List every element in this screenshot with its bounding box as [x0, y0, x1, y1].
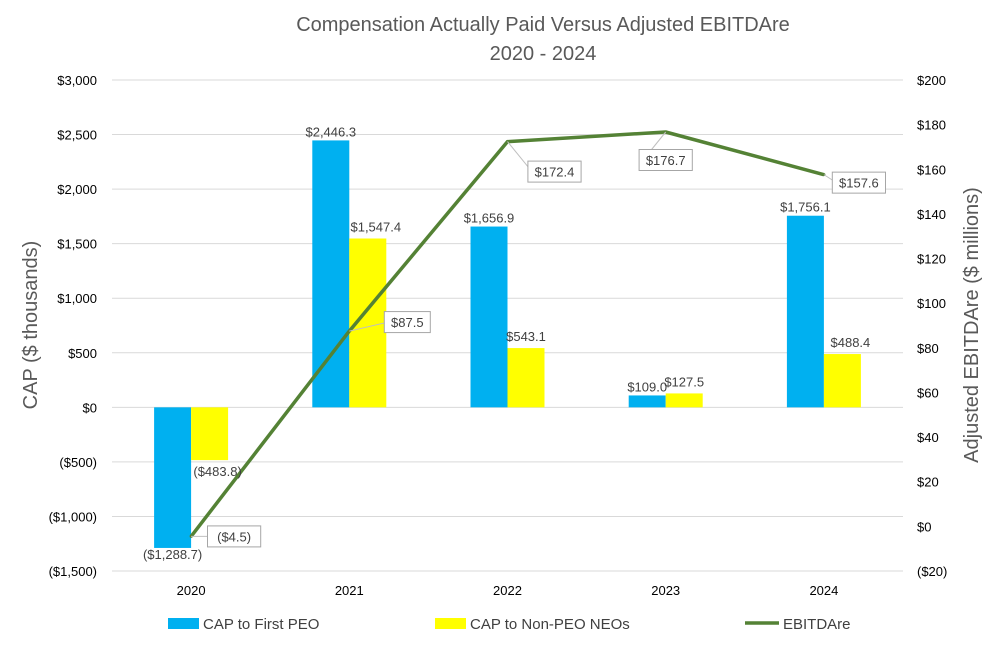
data-label-first-peo: $1,756.1	[780, 200, 831, 215]
chart-title: Compensation Actually Paid Versus Adjust…	[296, 14, 790, 36]
y2-tick-label: $140	[917, 207, 946, 222]
data-label-ebitdare: $176.7	[646, 153, 686, 168]
data-label-non-peo-neos: $1,547.4	[350, 219, 401, 234]
bar-non-peo-neos	[665, 393, 703, 408]
bar-first-peo	[154, 407, 192, 548]
bar-first-peo	[312, 140, 350, 408]
legend-label: CAP to First PEO	[203, 616, 319, 633]
legend: CAP to First PEO CAP to Non-PEO NEOs EBITD…	[168, 616, 851, 633]
y2-tick-label: $160	[917, 162, 946, 177]
x-tick-label: 2021	[335, 583, 364, 598]
data-label-ebitdare: ($4.5)	[217, 529, 251, 544]
callout-ebitdare: $157.6	[823, 171, 886, 194]
data-label-first-peo: $1,656.9	[464, 211, 515, 226]
callout-ebitdare: $176.7	[638, 131, 693, 172]
legend-swatch	[435, 618, 466, 629]
y2-tick-label: $200	[917, 73, 946, 88]
y2-tick-label: $20	[917, 475, 939, 490]
y2-tick-label: $80	[917, 341, 939, 356]
data-label-non-peo-neos: ($483.8)	[193, 464, 241, 479]
callout-ebitdare: ($4.5)	[191, 525, 262, 548]
legend-label: CAP to Non-PEO NEOs	[470, 616, 630, 633]
data-label-first-peo: $109.0	[627, 379, 667, 394]
y-tick-label: ($1,000)	[49, 509, 97, 524]
chart-subtitle: 2020 - 2024	[490, 43, 597, 65]
x-tick-label: 2022	[493, 583, 522, 598]
data-labels-group: ($1,288.7) $2,446.3 $1,656.9 $109.0 $1,756.1…	[143, 124, 886, 562]
x-tick-label: 2020	[177, 583, 206, 598]
y-tick-label: $2,000	[57, 182, 97, 197]
bar-non-peo-neos	[823, 354, 861, 408]
callout-ebitdare: $172.4	[507, 141, 582, 183]
data-label-ebitdare: $157.6	[839, 176, 879, 191]
y2-tick-label: $120	[917, 252, 946, 267]
data-label-non-peo-neos: $488.4	[831, 335, 871, 350]
data-label-non-peo-neos: $543.1	[506, 329, 546, 344]
data-label-ebitdare: $172.4	[535, 165, 575, 180]
y-tick-label: $0	[83, 400, 97, 415]
y2-tick-label: ($20)	[917, 564, 947, 579]
y-tick-label: $3,000	[57, 73, 97, 88]
bar-first-peo	[786, 215, 824, 408]
data-label-first-peo: $2,446.3	[305, 124, 356, 139]
axis-ticks-group: ($1,500) ($1,000) ($500) $0 $500 $1,000 $1,500…	[49, 73, 948, 598]
x-tick-label: 2024	[809, 583, 838, 598]
y-tick-label: $1,000	[57, 291, 97, 306]
bar-first-peo	[628, 395, 666, 408]
bar-non-peo-neos	[191, 407, 229, 461]
y-tick-label: ($1,500)	[49, 564, 97, 579]
y2-tick-label: $100	[917, 296, 946, 311]
data-label-ebitdare: $87.5	[391, 315, 424, 330]
callout-ebitdare: $87.5	[349, 311, 431, 334]
bar-series-group	[154, 140, 861, 548]
x-tick-label: 2023	[651, 583, 680, 598]
legend-swatch	[168, 618, 199, 629]
y2-tick-label: $60	[917, 385, 939, 400]
legend-item-non-peo-neos: CAP to Non-PEO NEOs	[435, 616, 630, 633]
y-tick-label: $2,500	[57, 128, 97, 143]
y2-tick-label: $40	[917, 430, 939, 445]
data-label-first-peo: ($1,288.7)	[143, 547, 202, 562]
y2-tick-label: $180	[917, 118, 946, 133]
y-tick-label: $500	[68, 346, 97, 361]
y2-axis-title: Adjusted EBITDAre ($ millions)	[961, 187, 983, 463]
legend-item-first-peo: CAP to First PEO	[168, 616, 319, 633]
legend-label: EBITDAre	[783, 616, 851, 633]
data-label-non-peo-neos: $127.5	[664, 374, 704, 389]
y-axis-title: CAP ($ thousands)	[20, 241, 42, 410]
bar-non-peo-neos	[507, 348, 545, 408]
y2-tick-label: $0	[917, 519, 931, 534]
legend-item-ebitdare: EBITDAre	[745, 616, 851, 633]
bar-first-peo	[470, 226, 508, 408]
y-tick-label: ($500)	[59, 455, 97, 470]
y-tick-label: $1,500	[57, 237, 97, 252]
